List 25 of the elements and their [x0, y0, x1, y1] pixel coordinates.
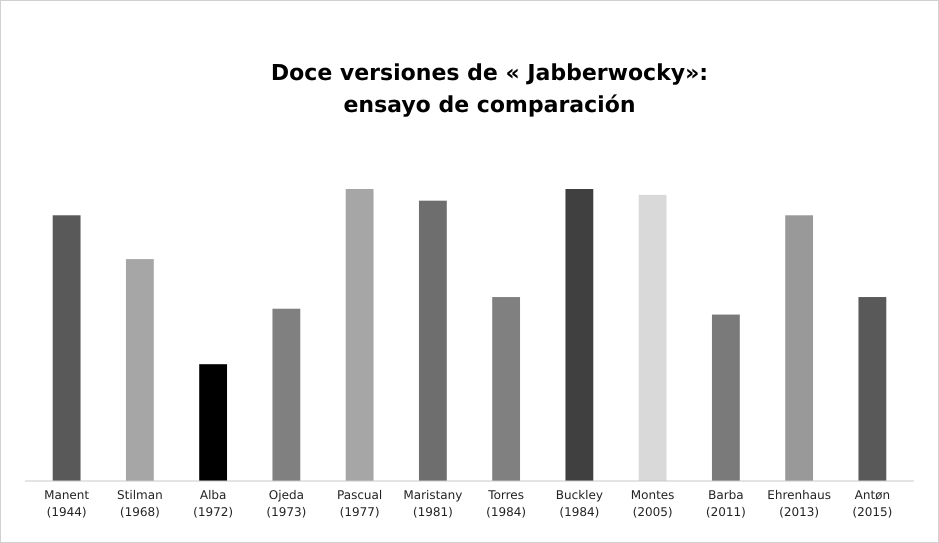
x-tick-label: Barba (2011)	[706, 488, 746, 519]
bar	[126, 259, 154, 481]
bar	[858, 297, 886, 481]
x-tick-label: Antøn (2015)	[852, 488, 892, 519]
x-tick-label: Ojeda (1973)	[266, 488, 306, 519]
x-tick-label: Buckley (1984)	[556, 488, 603, 519]
bar	[199, 364, 228, 481]
x-tick-label: Maristany (1981)	[403, 488, 462, 519]
bar	[785, 215, 814, 481]
x-tick-label: Torres (1984)	[486, 488, 526, 519]
bar	[272, 308, 300, 481]
bar	[638, 194, 667, 481]
x-tick-label: Montes (2005)	[630, 488, 674, 519]
bar	[346, 189, 374, 481]
x-tick-label: Ehrenhaus (2013)	[767, 488, 831, 519]
bar	[565, 189, 594, 481]
x-tick-label: Pascual (1977)	[337, 488, 382, 519]
x-tick-label: Manent (1944)	[44, 488, 90, 519]
bar	[492, 297, 520, 481]
x-tick-label: Stilman (1968)	[117, 488, 163, 519]
bar	[52, 215, 81, 481]
x-tick-label: Alba (1972)	[193, 488, 234, 519]
bar	[712, 314, 740, 481]
bar	[418, 200, 447, 481]
chart-title: Doce versiones de « Jabberwocky»: ensayo de comparación	[270, 61, 708, 118]
